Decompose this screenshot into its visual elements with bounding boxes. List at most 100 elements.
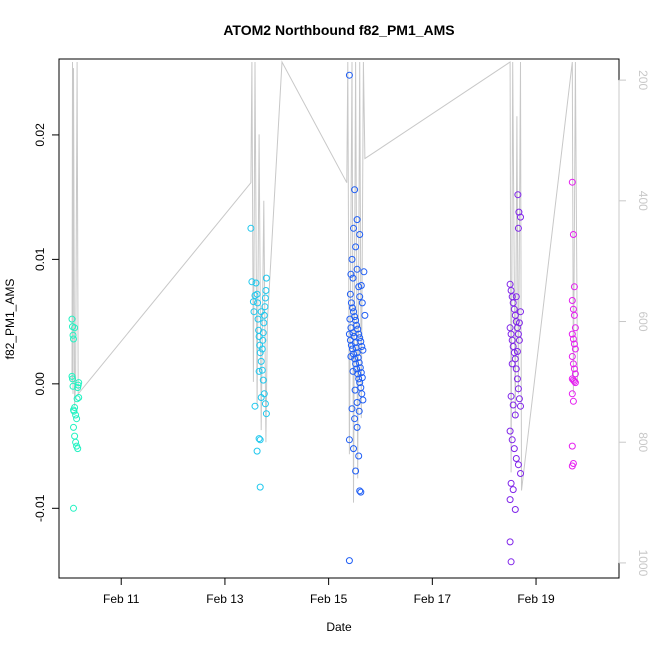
data-point-s1-10 (255, 333, 263, 340)
data-point-s1-29 (255, 435, 263, 443)
data-point-s3-30 (507, 479, 515, 487)
data-point-s1-23 (258, 366, 266, 374)
data-point-s4-13 (570, 365, 578, 373)
data-point-s2-62 (356, 364, 364, 372)
data-point-s4-18 (571, 379, 579, 387)
data-point-s2-64 (358, 374, 366, 382)
data-point-s0-13 (73, 395, 81, 403)
data-point-s0-4 (71, 324, 79, 332)
data-point-s1-31 (253, 447, 261, 455)
data-point-s2-0 (345, 71, 353, 79)
data-point-s3-29 (517, 470, 524, 477)
data-point-s3-19 (515, 395, 523, 403)
data-point-s2-14 (349, 304, 356, 312)
data-point-s2-11 (356, 293, 364, 301)
data-point-s2-39 (348, 405, 356, 413)
x-axis-label: Date (326, 620, 352, 634)
data-point-s2-34 (355, 375, 363, 383)
data-point-s2-38 (359, 396, 367, 404)
data-point-s3-40 (512, 293, 520, 301)
data-point-s1-6 (253, 290, 261, 298)
data-point-s0-6 (69, 375, 76, 383)
data-point-s0-5 (68, 372, 76, 380)
data-point-s3-35 (507, 558, 515, 566)
plot-area: Feb 11 Feb 13 Feb 15 Feb 17 Feb 19 -0.01 0.00 0… (33, 58, 650, 606)
data-point-s1-30 (256, 436, 264, 444)
data-point-s2-13 (347, 299, 355, 307)
data-point-s3-41 (517, 308, 524, 316)
data-point-s1-26 (261, 400, 269, 408)
data-point-s1-13 (257, 357, 265, 365)
data-point-s2-47 (357, 488, 365, 496)
data-point-s2-8 (349, 274, 357, 282)
data-point-s4-8 (569, 335, 577, 343)
data-point-s3-21 (507, 392, 515, 400)
data-point-s1-27 (262, 410, 270, 418)
data-point-s2-68 (353, 399, 361, 406)
y2-tick-label: 800 (636, 432, 650, 452)
data-point-s0-9 (70, 407, 78, 415)
data-point-s2-28 (349, 345, 356, 353)
data-point-s4-20 (569, 397, 577, 405)
x-tick-label: Feb 11 (103, 592, 140, 606)
x-tick-label: Feb 15 (310, 592, 348, 606)
y-tick-label: 0.02 (33, 123, 47, 147)
data-point-s0-14 (74, 384, 82, 392)
data-point-s2-7 (347, 270, 355, 278)
y2-tick-label: 600 (636, 312, 650, 332)
data-point-s4-9 (570, 340, 578, 348)
data-point-s0-23 (75, 394, 83, 401)
y2-tick-label: 200 (636, 70, 650, 90)
data-point-s4-17 (570, 377, 578, 385)
data-point-s2-4 (350, 224, 357, 232)
x-tick-label: Feb 19 (517, 592, 555, 606)
data-point-s2-30 (351, 355, 359, 363)
data-point-s2-69 (355, 407, 363, 415)
data-point-s2-24 (359, 346, 367, 354)
data-point-s2-43 (350, 445, 357, 453)
data-point-s2-15 (350, 308, 357, 316)
data-point-s2-48 (345, 557, 353, 565)
data-point-s3-44 (508, 360, 516, 368)
data-point-s2-44 (355, 452, 363, 460)
data-point-s0-19 (72, 438, 80, 446)
data-point-s4-23 (568, 462, 576, 470)
data-point-s1-35 (257, 394, 265, 401)
data-point-s1-5 (252, 279, 260, 287)
data-point-s1-8 (254, 315, 262, 323)
data-point-s1-1 (248, 278, 256, 286)
data-point-s4-1 (569, 231, 577, 238)
data-point-s2-58 (352, 344, 360, 352)
data-point-s3-27 (512, 455, 520, 462)
x-tick-label: Feb 17 (414, 592, 452, 606)
data-point-s2-51 (358, 299, 366, 307)
data-point-s3-31 (509, 486, 517, 494)
data-point-s1-14 (258, 345, 266, 353)
data-point-s2-5 (352, 243, 360, 251)
data-point-s1-24 (259, 376, 267, 384)
data-point-s0-3 (70, 335, 77, 343)
data-point-s0-7 (69, 382, 77, 390)
data-point-s0-10 (71, 404, 79, 411)
data-point-s1-17 (260, 319, 268, 327)
data-point-s1-22 (262, 274, 270, 282)
data-point-s3-32 (506, 496, 514, 504)
data-point-s2-53 (346, 315, 354, 323)
data-point-s3-28 (514, 461, 522, 469)
data-point-s2-67 (351, 386, 359, 394)
data-point-s0-12 (73, 415, 81, 423)
data-point-s2-55 (349, 329, 357, 337)
data-point-s3-17 (513, 375, 521, 383)
data-point-s1-34 (255, 367, 263, 375)
altitude-line (71, 60, 578, 503)
data-point-s2-2 (353, 216, 361, 224)
data-point-s2-52 (357, 282, 365, 289)
y2-tick-label: 1000 (636, 550, 650, 577)
data-point-s4-14 (571, 370, 579, 378)
chart-title: ATOM2 Northbound f82_PM1_AMS (223, 22, 454, 38)
y-axis-label: f82_PM1_AMS (3, 279, 17, 360)
data-point-s1-0 (247, 224, 255, 232)
data-point-s1-33 (257, 308, 265, 316)
data-point-s3-34 (506, 538, 514, 546)
